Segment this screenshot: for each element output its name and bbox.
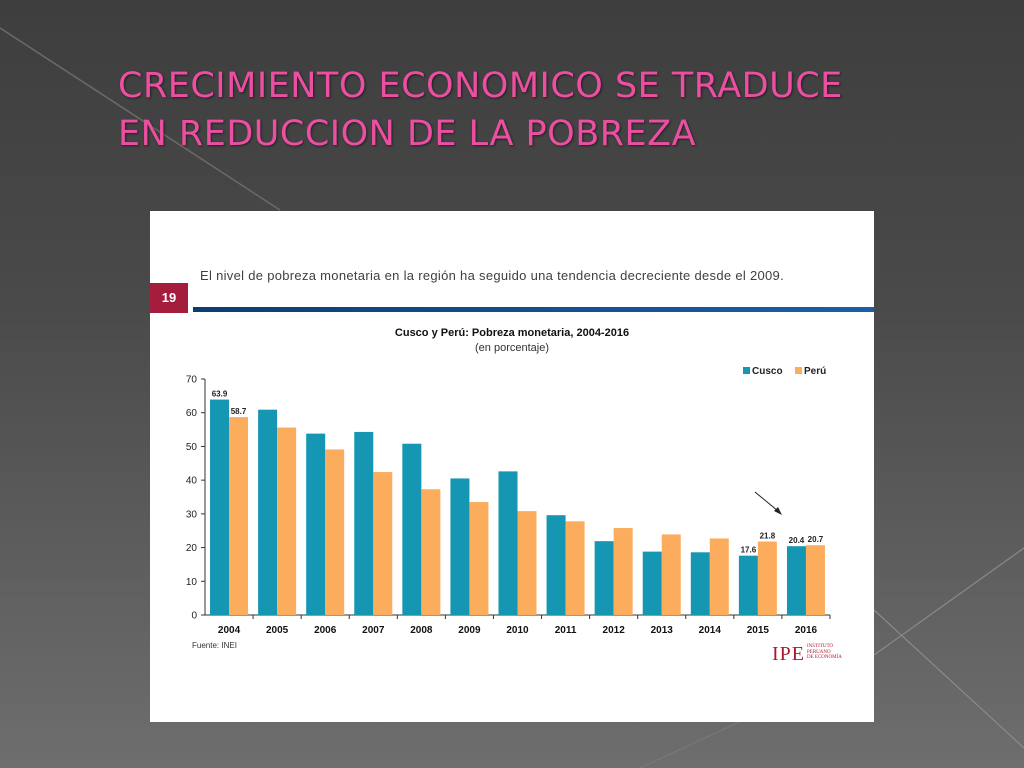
data-label: 21.8 [760,532,776,541]
logo-main: IPE [772,643,805,665]
legend-label: Perú [804,366,826,377]
bar-cusco-2005 [258,409,278,615]
x-tick-label: 2005 [266,625,289,636]
x-tick-label: 2004 [218,625,241,636]
x-tick-label: 2010 [506,625,529,636]
y-tick-label: 50 [186,442,198,453]
source-note: Fuente: INEI [192,641,237,650]
bar-per-2004 [229,417,249,615]
bar-per-2014 [709,538,729,615]
chart-panel: El nivel de pobreza monetaria en la regi… [150,211,874,722]
bar-per-2015 [757,541,777,615]
bar-cusco-2009 [450,478,470,615]
data-label: 17.6 [741,546,757,555]
y-tick-label: 0 [191,611,197,622]
legend-label: Cusco [752,366,783,377]
slide-title-line2: EN REDUCCION DE LA POBREZA [118,114,697,154]
logo-sub-line1: INSTITUTO [807,644,834,649]
data-label: 20.7 [808,535,824,544]
poverty-bar-chart: Cusco y Perú: Pobreza monetaria, 2004-20… [186,327,831,636]
bar-cusco-2013 [642,551,662,615]
bar-per-2011 [565,521,585,615]
bar-cusco-2016 [786,546,806,615]
chart-title: Cusco y Perú: Pobreza monetaria, 2004-20… [395,327,629,339]
header-rule [193,307,874,312]
bar-per-2006 [325,449,345,615]
x-tick-label: 2011 [555,625,577,636]
bar-cusco-2012 [594,541,614,615]
x-tick-label: 2013 [651,625,674,636]
x-tick-label: 2016 [795,625,818,636]
y-tick-label: 70 [186,375,198,386]
logo-sub: INSTITUTO PERUANO DE ECONOMÍA [807,644,842,661]
x-tick-label: 2014 [699,625,722,636]
data-label: 63.9 [212,390,228,399]
x-tick-label: 2009 [458,625,481,636]
arrow-annotation [754,491,782,515]
bar-cusco-2008 [402,443,422,615]
ipe-logo: IPE INSTITUTO PERUANO DE ECONOMÍA [772,643,842,665]
slide-title: CRECIMIENTO ECONOMICO SE TRADUCE EN REDU… [118,62,998,158]
bar-cusco-2010 [498,471,518,615]
intro-text: El nivel de pobreza monetaria en la regi… [200,268,784,283]
bar-per-2010 [517,511,537,615]
x-tick-label: 2007 [362,625,385,636]
bar-per-2009 [469,502,489,615]
bar-cusco-2011 [546,515,566,615]
y-tick-label: 20 [186,543,198,554]
chart-legend: Cusco Perú [743,366,826,377]
x-tick-label: 2015 [747,625,770,636]
logo-sub-line3: DE ECONOMÍA [807,655,842,660]
bar-per-2012 [613,528,633,615]
data-label: 20.4 [789,536,805,545]
x-tick-label: 2008 [410,625,433,636]
bar-per-2005 [277,427,297,615]
legend-swatch-per [795,367,802,374]
bar-per-2008 [421,489,441,615]
y-tick-label: 60 [186,408,198,419]
bar-cusco-2014 [690,552,710,615]
bar-per-2016 [805,545,825,615]
bar-cusco-2015 [738,555,758,615]
logo-sub-line2: PERUANO [807,649,831,655]
x-tick-label: 2012 [603,625,626,636]
page-number-badge: 19 [150,283,188,313]
bar-per-2013 [661,534,681,615]
chart-bars [210,399,825,615]
y-tick-label: 30 [186,509,198,520]
slide-title-line1: CRECIMIENTO ECONOMICO SE TRADUCE [118,66,843,106]
bar-cusco-2006 [306,433,326,615]
y-tick-label: 40 [186,476,198,487]
bar-per-2007 [373,472,393,615]
y-tick-label: 10 [186,577,198,588]
bar-cusco-2007 [354,431,374,615]
legend-swatch-cusco [743,367,750,374]
x-tick-label: 2006 [314,625,337,636]
chart-subtitle: (en porcentaje) [475,342,549,354]
chart-data-labels: 63.958.7 17.621.8 20.4 20.7 [212,390,824,555]
bar-cusco-2004 [210,399,230,615]
data-label: 58.7 [231,407,247,416]
